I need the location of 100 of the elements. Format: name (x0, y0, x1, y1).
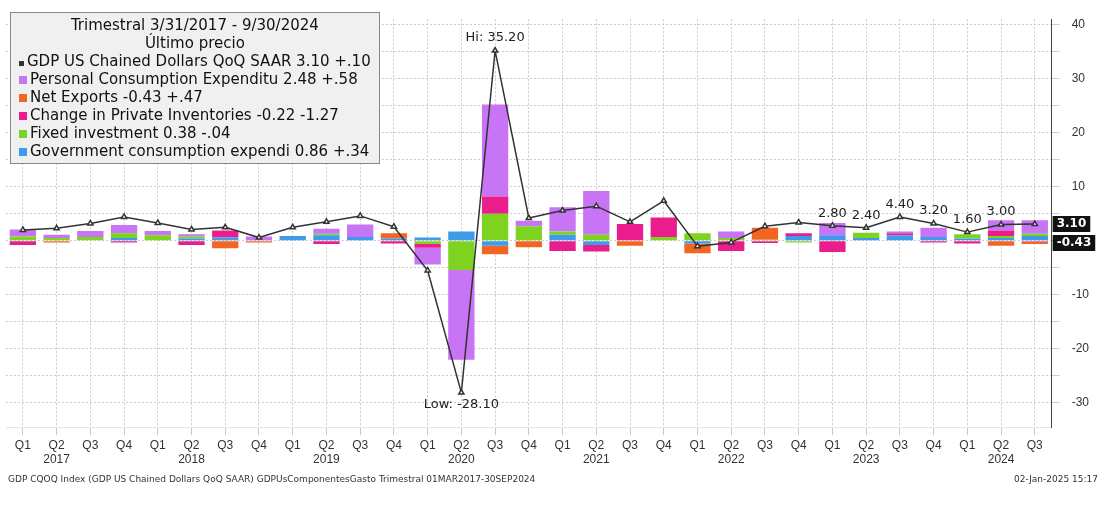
x-tick-label: Q3 (82, 437, 99, 452)
bar (954, 234, 981, 239)
bar (515, 226, 542, 241)
x-tick-label: Q2 2019 (313, 437, 341, 467)
x-tick-label: Q3 (756, 437, 774, 452)
bar (279, 235, 306, 241)
x-tick-label: Q3 (217, 437, 234, 452)
y-tick-label: 10 (1071, 179, 1086, 194)
bar (110, 233, 138, 239)
bar (886, 235, 914, 241)
bar (785, 233, 812, 236)
bar (819, 241, 846, 253)
point (795, 218, 803, 225)
bar (481, 213, 509, 241)
point (626, 218, 634, 225)
point (188, 225, 195, 232)
x-tick-label: Q4 (520, 437, 538, 452)
point (930, 219, 937, 226)
point (592, 202, 600, 209)
bar (77, 236, 104, 241)
point (356, 212, 364, 219)
point (896, 213, 904, 220)
legend-label: Personal Consumption Expenditu 2.48 +.58 (29, 70, 359, 88)
bar (583, 191, 610, 235)
point (559, 206, 566, 213)
bar (481, 245, 509, 255)
bar (684, 233, 711, 241)
bar (313, 235, 340, 241)
x-tick-label: Q2 2020 (448, 437, 476, 467)
bar (448, 269, 475, 360)
x-tick-label: Q4 (250, 437, 268, 452)
text: GDP CQOQ Index (GDP US Chained Dollars QoQ SAAR) GDPUsComponentesGasto Trimestral 01MAR2017-30SEP2024 (8, 474, 536, 484)
point (255, 233, 263, 240)
point (53, 224, 60, 231)
point (862, 224, 870, 231)
legend-label: Government consumption expendi 0.86 +.34 (29, 142, 371, 160)
x-tick-label: Q2 2017 (43, 437, 71, 467)
bar (549, 241, 576, 252)
bar (785, 235, 812, 241)
bar (1021, 235, 1048, 241)
x-tick-label: Q4 (385, 437, 403, 452)
point (829, 221, 836, 228)
bar (920, 236, 947, 241)
bar (650, 236, 677, 241)
bar (43, 234, 70, 239)
point (963, 228, 971, 235)
y-tick-label: -10 (1071, 287, 1090, 302)
text: 02-Jan-2025 15:17 (1013, 474, 1098, 484)
legend-label: Change in Private Inventories -0.22 -1.27 (29, 106, 340, 124)
bar (920, 227, 947, 237)
bar (583, 245, 610, 252)
y-tick-label: 40 (1071, 16, 1086, 31)
bar (448, 231, 475, 241)
bar (212, 241, 239, 249)
x-tick-label: Q1 (149, 437, 167, 452)
y-tick-label: -30 (1071, 395, 1090, 410)
bar (583, 241, 610, 246)
bar (751, 227, 779, 240)
bar (9, 241, 37, 246)
x-tick-label: Q3 (622, 437, 639, 452)
bar (110, 225, 138, 234)
x-tick-label: Q1 (284, 437, 302, 452)
y-tick-label: -20 (1071, 341, 1090, 356)
data-label: 4.40 (885, 195, 915, 211)
x-tick-label: Q4 (655, 437, 673, 452)
bar (616, 224, 644, 241)
point (390, 222, 398, 229)
legend-label: GDP US Chained Dollars QoQ SAAR 3.10 +.10 (26, 52, 371, 70)
bar (481, 196, 509, 214)
point (761, 222, 769, 229)
bar (819, 235, 846, 241)
point (120, 213, 128, 220)
x-tick-label: Q3 (1026, 437, 1044, 452)
bar (77, 231, 104, 237)
bar (178, 241, 205, 246)
x-tick-label: Q2 2023 (852, 437, 880, 467)
legend-label: Net Exports -0.43 +.47 (29, 88, 204, 106)
point (458, 388, 465, 395)
point (424, 266, 431, 273)
bar (9, 236, 37, 241)
y-tick-label: 30 (1071, 70, 1086, 85)
bar (852, 238, 880, 241)
x-tick-label: Q2 2022 (717, 437, 745, 467)
x-tick-label: Q4 (116, 437, 133, 452)
data-label: 1.60 (952, 210, 982, 226)
bar (549, 234, 576, 241)
x-tick-label: Q2 2024 (987, 437, 1015, 467)
bar (987, 241, 1015, 246)
bar (212, 230, 239, 238)
data-label: Low: -28.10 (423, 396, 500, 412)
bar (515, 220, 542, 227)
point (525, 214, 533, 221)
legend-label: Fixed investment 0.38 -.04 (29, 124, 232, 142)
bar (515, 241, 542, 248)
x-tick-label: Q1 (689, 437, 706, 452)
bar (987, 230, 1015, 236)
x-tick-label: Q3 (891, 437, 909, 452)
x-tick-label: Q1 (554, 437, 571, 452)
legend-title: Trimestral 3/31/2017 - 9/30/2024 Último precio (69, 16, 320, 52)
bar (481, 104, 509, 197)
